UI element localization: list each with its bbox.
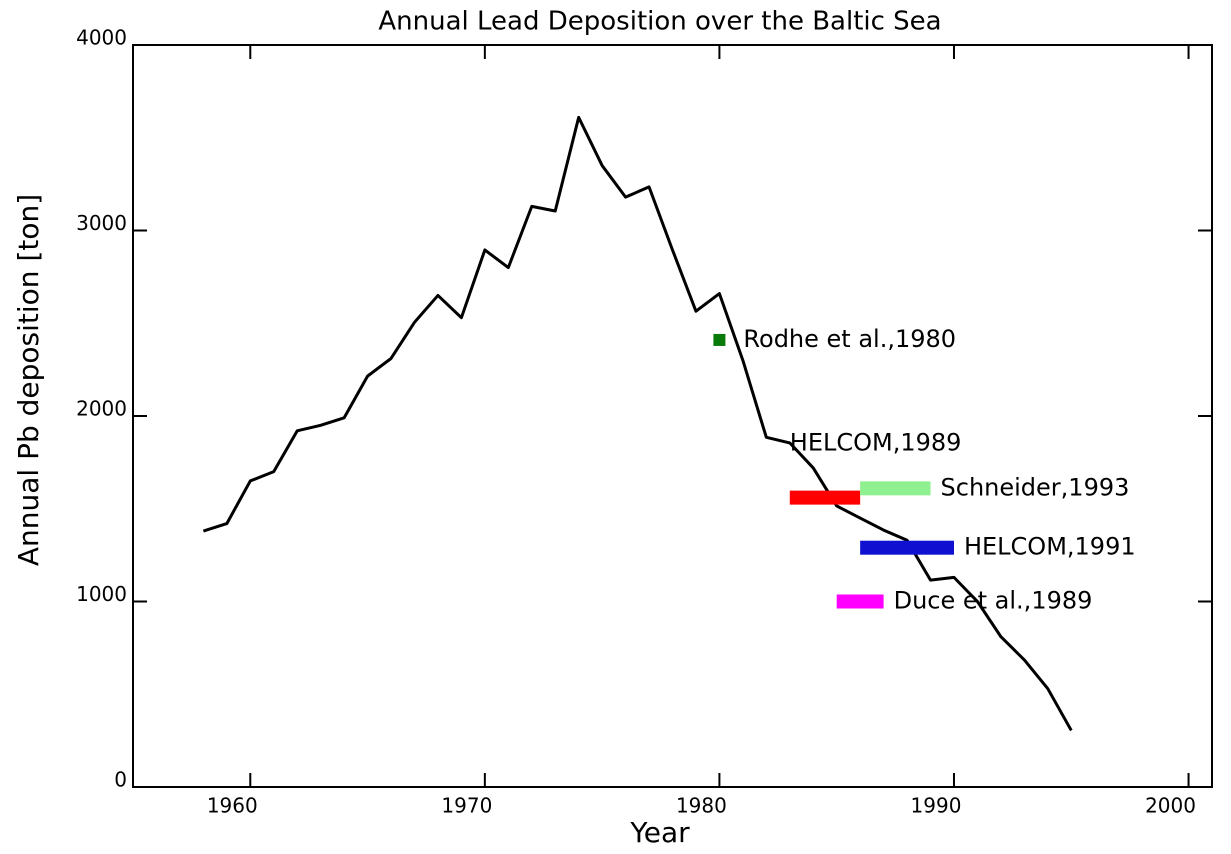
estimate-label: Duce et al.,1989: [894, 587, 1093, 615]
estimate-bar: [836, 594, 884, 609]
y-tick-label: 0: [114, 768, 127, 792]
x-tick-label: 1990: [911, 794, 962, 818]
x-tick-label: 2000: [1145, 794, 1196, 818]
x-tick-label: 1980: [676, 794, 727, 818]
x-tick-label: 1960: [207, 794, 258, 818]
y-tick-label: 3000: [76, 211, 127, 235]
estimate-bar: [860, 481, 931, 496]
estimate-bar: [860, 540, 954, 555]
estimate-marker: [713, 333, 726, 346]
y-tick-label: 4000: [76, 26, 127, 50]
x-axis-label: Year: [629, 816, 690, 849]
y-tick-label: 1000: [76, 582, 127, 606]
estimate-label: HELCOM,1991: [964, 533, 1136, 561]
data-line: [202, 115, 1073, 732]
y-tick-label: 2000: [76, 397, 127, 421]
estimate-label: Schneider,1993: [941, 473, 1130, 501]
y-axis-label: Annual Pb deposition [ton]: [12, 194, 45, 566]
estimate-label: HELCOM,1989: [790, 429, 962, 457]
estimate-label: Rodhe et al.,1980: [743, 325, 956, 353]
chart-title: Annual Lead Deposition over the Baltic S…: [378, 7, 941, 37]
x-tick-label: 1970: [441, 794, 492, 818]
plot-frame: [132, 44, 1213, 788]
estimate-bar: [789, 490, 861, 505]
